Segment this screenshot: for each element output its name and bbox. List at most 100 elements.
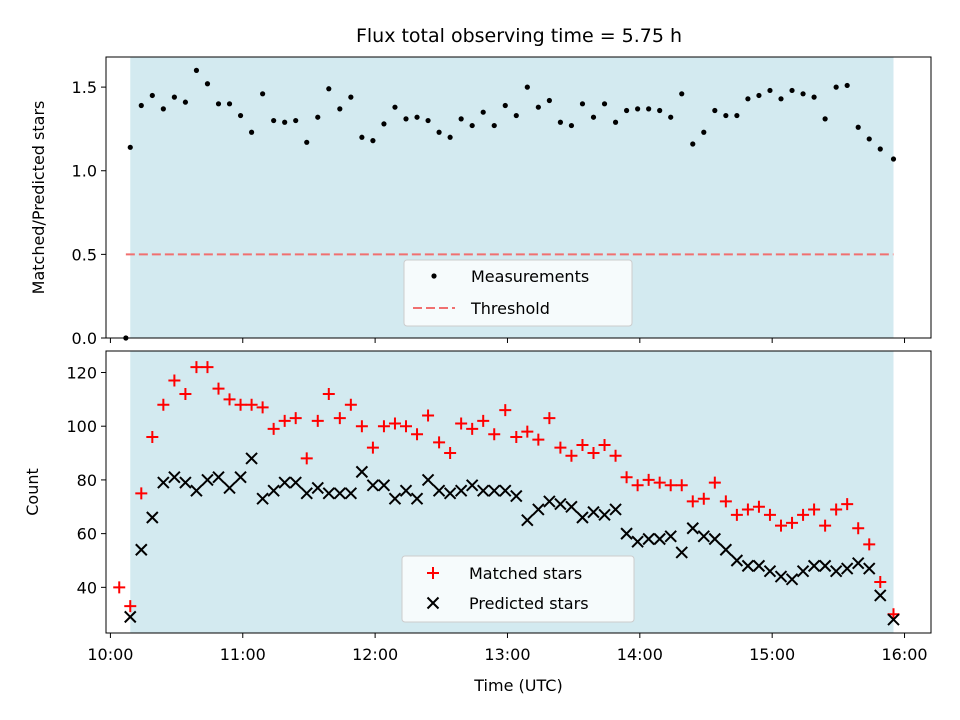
predicted-star-point bbox=[234, 471, 247, 484]
matched-star-point bbox=[289, 412, 302, 425]
measurement-point bbox=[193, 67, 200, 73]
measurement-point bbox=[568, 122, 575, 129]
matched-star-point bbox=[322, 387, 335, 400]
predicted-star-point bbox=[377, 479, 391, 492]
predicted-star-point bbox=[157, 476, 170, 489]
matched-star-point bbox=[775, 519, 787, 532]
predicted-star-point bbox=[763, 565, 777, 578]
predicted-star-point bbox=[223, 481, 236, 495]
matched-star-point bbox=[311, 414, 324, 427]
matched-star-point bbox=[830, 503, 843, 516]
matched-star-point bbox=[863, 538, 876, 551]
bottom-plot-frame bbox=[105, 350, 932, 634]
measurement-point bbox=[271, 117, 277, 124]
measurement-point bbox=[513, 112, 519, 119]
matched-star-point bbox=[366, 441, 379, 454]
measurement-point bbox=[822, 116, 828, 122]
ratio-panel: 0.0 0.5 1.0 1.5 Matched/Predicted stars Mea… bbox=[29, 56, 932, 348]
matched-star-point bbox=[300, 452, 313, 465]
measurement-point bbox=[348, 94, 354, 100]
measurement-point bbox=[646, 106, 652, 112]
predicted-star-point bbox=[686, 522, 699, 535]
measurement-point bbox=[789, 87, 795, 94]
predicted-star-point bbox=[664, 530, 677, 543]
predicted-star-point bbox=[510, 489, 523, 503]
predicted-star-point bbox=[887, 613, 900, 626]
measurement-point bbox=[877, 146, 883, 152]
measurement-point bbox=[524, 84, 530, 90]
y-tick-label: 1.5 bbox=[72, 78, 97, 97]
x-tick-label: 10:00 bbox=[87, 645, 133, 664]
matched-star-point bbox=[819, 519, 832, 532]
predicted-star-point bbox=[267, 484, 280, 497]
matched-star-point bbox=[620, 471, 633, 484]
top-y-axis-label: Matched/Predicted stars bbox=[29, 101, 48, 295]
measurement-point bbox=[811, 94, 817, 100]
matched-star-point bbox=[477, 414, 490, 427]
y-tick-label: 100 bbox=[66, 417, 97, 436]
predicted-star-point bbox=[399, 484, 413, 497]
predicted-star-point bbox=[554, 497, 567, 511]
matched-star-point bbox=[146, 430, 159, 443]
measurement-point bbox=[668, 114, 674, 120]
predicted-star-point bbox=[499, 484, 512, 497]
predicted-star-point bbox=[752, 559, 766, 573]
x-tick-label: 15:00 bbox=[749, 645, 795, 664]
matched-star-point bbox=[675, 479, 688, 492]
matched-star-point bbox=[444, 447, 457, 460]
legend-label-predicted: Predicted stars bbox=[469, 594, 589, 613]
star-count-points bbox=[113, 361, 900, 626]
predicted-star-point bbox=[124, 610, 137, 624]
measurement-point bbox=[226, 101, 233, 107]
measurement-point bbox=[282, 119, 288, 125]
matched-star-point bbox=[763, 508, 776, 521]
predicted-star-point bbox=[388, 492, 402, 505]
measurement-point bbox=[480, 109, 486, 115]
predicted-star-point bbox=[179, 476, 192, 489]
predicted-star-point bbox=[168, 471, 181, 484]
measurement-point bbox=[392, 104, 398, 110]
matched-star-point bbox=[256, 401, 269, 414]
matched-star-point bbox=[653, 476, 666, 489]
measurement-point bbox=[712, 107, 718, 114]
bottom-x-axis-ticks: 10:00 11:00 12:00 13:00 14:00 15:00 16:00 bbox=[87, 633, 928, 664]
predicted-star-point bbox=[135, 543, 148, 556]
predicted-star-point bbox=[796, 565, 810, 578]
predicted-star-point bbox=[212, 471, 225, 484]
measurement-point bbox=[248, 129, 255, 135]
predicted-star-point bbox=[675, 546, 688, 559]
measurement-point bbox=[800, 91, 806, 97]
x-axis-label: Time (UTC) bbox=[473, 676, 562, 695]
measurement-points bbox=[123, 67, 897, 341]
predicted-star-point bbox=[719, 543, 733, 556]
matched-star-point bbox=[377, 420, 390, 433]
chart-title: Flux total observing time = 5.75 h bbox=[356, 25, 682, 47]
matched-star-point bbox=[400, 420, 412, 433]
matched-star-point bbox=[852, 522, 865, 535]
matched-star-point bbox=[642, 473, 655, 486]
matched-star-point bbox=[786, 516, 799, 529]
matched-star-point bbox=[741, 503, 754, 516]
top-legend: Measurements Threshold bbox=[403, 259, 633, 327]
matched-star-point bbox=[532, 433, 545, 446]
measurement-point bbox=[623, 107, 630, 114]
matched-star-point bbox=[333, 412, 346, 425]
matched-star-point bbox=[433, 436, 446, 449]
bottom-y-axis-label: Count bbox=[23, 468, 42, 516]
matched-star-point bbox=[565, 449, 578, 462]
predicted-star-point bbox=[311, 481, 324, 495]
y-tick-label: 40 bbox=[77, 578, 97, 597]
predicted-star-point bbox=[840, 562, 854, 575]
predicted-star-point bbox=[774, 570, 788, 583]
measurement-point bbox=[657, 107, 663, 114]
legend-box bbox=[401, 555, 635, 623]
x-tick-label: 16:00 bbox=[881, 645, 927, 664]
predicted-star-point bbox=[421, 473, 435, 487]
matched-star-point bbox=[752, 500, 765, 513]
measurement-point bbox=[215, 101, 222, 107]
y-tick-label: 1.0 bbox=[72, 162, 97, 181]
matched-star-point bbox=[730, 508, 743, 521]
y-tick-label: 60 bbox=[77, 525, 97, 544]
predicted-star-point bbox=[410, 492, 424, 505]
measurement-point bbox=[458, 116, 464, 122]
